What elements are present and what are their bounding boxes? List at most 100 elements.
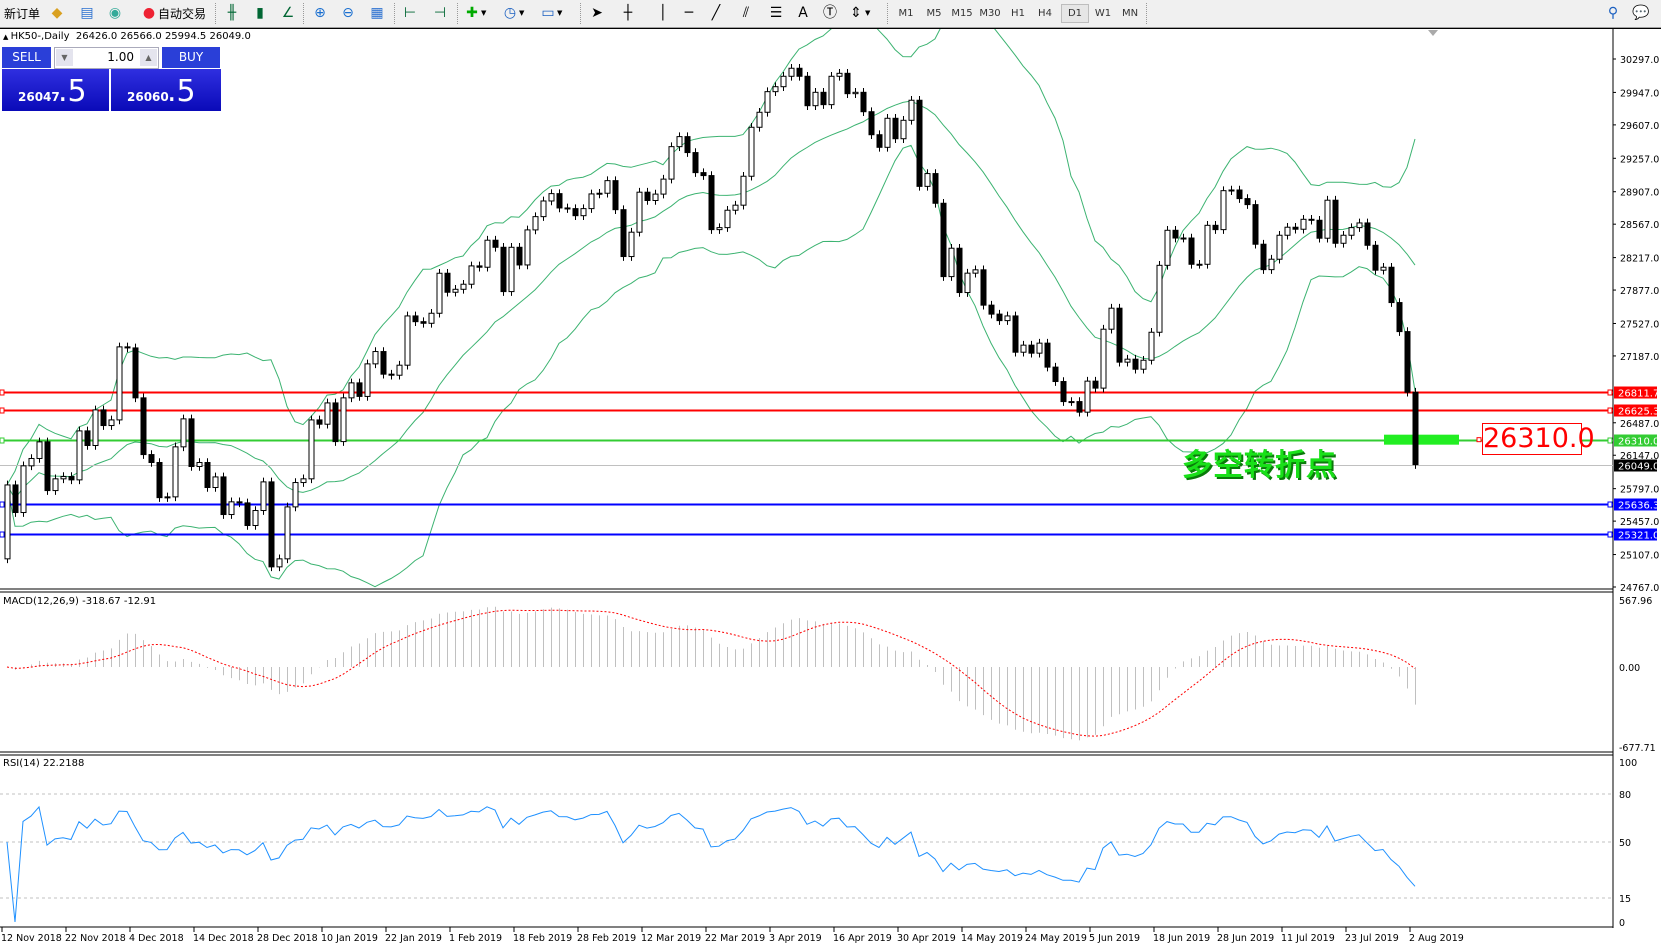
bullish-candle (284, 506, 291, 560)
bullish-candle (1180, 237, 1187, 240)
bullish-candle (604, 180, 611, 194)
crosshair-icon[interactable]: ┼ (623, 5, 633, 21)
bullish-candle (964, 272, 971, 294)
price-label-box (1614, 528, 1657, 541)
text-icon[interactable]: A (798, 5, 808, 21)
bearish-candle (932, 173, 939, 204)
lot-increase-icon[interactable]: ▲ (140, 49, 157, 66)
date-axis-label: 14 May 2019 (961, 933, 1023, 944)
new-order-button[interactable]: 新订单 (2, 3, 42, 23)
bollinger-lower-band (6, 144, 1416, 588)
bullish-candle (1196, 263, 1203, 266)
timeframe-d1[interactable]: D1 (1061, 4, 1089, 23)
bullish-candle (276, 558, 283, 568)
bearish-candle (204, 461, 211, 489)
market-watch-icon[interactable]: ▤ (80, 5, 94, 21)
bullish-candle (428, 312, 435, 324)
bullish-candle (28, 457, 35, 467)
bearish-candle (796, 67, 803, 77)
bearish-candle (1292, 226, 1299, 230)
bearish-candle (556, 193, 563, 209)
text-label-icon[interactable]: Ⓣ (823, 5, 837, 21)
turning-point-annotation[interactable]: 多空转折点 (1182, 448, 1337, 483)
level-handle-right (1607, 437, 1613, 444)
toolbar: 新订单 ◆ ▤ ◉ ● 自动交易 ╫ ▮ ∠ ⊕ ⊖ ▦ ⊢ ⊣ ✚ ▼ ◷ ▼ ▭ ▼… (0, 0, 1661, 28)
channel-icon[interactable]: ⫽ (742, 5, 750, 21)
price-axis-label: 25797.0 (1620, 485, 1659, 496)
date-axis-label: 18 Jun 2019 (1153, 933, 1210, 944)
cursor-icon[interactable]: ➤ (591, 5, 603, 21)
buy-button[interactable]: BUY (162, 47, 220, 68)
bearish-candle (1060, 381, 1067, 403)
timeframe-m5[interactable]: M5 (926, 8, 942, 19)
expert-icon[interactable]: ◆ (51, 5, 63, 21)
bullish-candle (668, 146, 675, 180)
bullish-candle (212, 476, 219, 489)
bullish-candle (452, 288, 459, 293)
vertical-line-icon[interactable]: │ (658, 5, 668, 21)
bullish-candle (1268, 258, 1275, 271)
bullish-candle (724, 209, 731, 229)
search-icon[interactable]: ⚲ (1607, 5, 1619, 21)
timeframe-h4[interactable]: H4 (1038, 8, 1052, 19)
chart-shift-marker-icon (1428, 30, 1438, 36)
auto-scroll-icon[interactable]: ⊣ (433, 5, 447, 21)
timeframe-w1[interactable]: W1 (1094, 8, 1112, 19)
chat-icon[interactable]: 💬 (1632, 5, 1650, 21)
timeframe-m15[interactable]: M15 (951, 8, 973, 19)
arrows-icon[interactable]: ⇕ ▼ (850, 5, 871, 21)
bullish-candle (396, 364, 403, 376)
bullish-candle (756, 111, 763, 128)
timeframe-h1[interactable]: H1 (1011, 8, 1025, 19)
zoom-in-icon[interactable]: ⊕ (314, 5, 326, 21)
bullish-candle (1068, 401, 1075, 404)
timeframe-m30[interactable]: M30 (979, 8, 1001, 19)
level-handle-right (1607, 389, 1613, 396)
zoom-out-icon[interactable]: ⊖ (342, 5, 354, 21)
horizontal-line-icon[interactable]: ─ (684, 5, 694, 21)
periods-icon[interactable]: ◷ ▼ (503, 5, 525, 21)
templates-icon[interactable]: ▭ ▼ (541, 5, 563, 21)
bullish-candle (172, 446, 179, 498)
date-axis-label: 3 Apr 2019 (769, 933, 822, 944)
fibonacci-icon[interactable]: ☰ (769, 5, 783, 21)
tile-windows-icon[interactable]: ▦ (370, 5, 384, 21)
rsi-axis-label: 50 (1619, 838, 1631, 849)
bullish-candle (588, 193, 595, 210)
bearish-candle (1052, 366, 1059, 383)
bullish-candle (1228, 189, 1235, 192)
bullish-candle (1124, 358, 1131, 363)
sell-button[interactable]: SELL (2, 47, 51, 68)
lot-decrease-icon[interactable]: ▼ (56, 49, 73, 66)
chart-shift-icon[interactable]: ⊢ (403, 5, 417, 21)
bearish-candle (516, 246, 523, 266)
price-axis-label: 28567.0 (1620, 220, 1659, 231)
bullish-candle (20, 465, 27, 514)
bullish-candle (260, 481, 267, 512)
bearish-candle (1388, 266, 1395, 304)
signals-icon[interactable]: ◉ (108, 5, 122, 21)
indicators-icon[interactable]: ✚ ▼ (466, 5, 487, 21)
pivot-level-label[interactable]: 26310.0 (1482, 423, 1595, 455)
bullish-candle (884, 117, 891, 148)
bearish-candle (476, 265, 483, 268)
bearish-candle (1012, 315, 1019, 353)
line-chart-icon[interactable]: ∠ (281, 5, 295, 21)
rsi-line (6, 805, 1416, 923)
bullish-candle (1340, 234, 1347, 244)
trendline-icon[interactable]: ╱ (711, 5, 721, 21)
timeframe-mn[interactable]: MN (1121, 8, 1139, 19)
bullish-candle (748, 126, 755, 177)
lot-size-input[interactable]: ▼ 1.00 ▲ (54, 47, 159, 69)
sell-price-button[interactable]: 26047 .5 (2, 69, 109, 111)
bar-chart-icon[interactable]: ╫ (227, 5, 237, 21)
timeframe-m1[interactable]: M1 (898, 8, 914, 19)
auto-trading-button[interactable]: ● 自动交易 (133, 3, 213, 23)
bullish-candle (548, 193, 555, 202)
pivot-zone-rectangle (1384, 434, 1459, 445)
buy-price-button[interactable]: 26060 .5 (111, 69, 221, 111)
bearish-candle (1308, 218, 1315, 221)
collapse-triangle-icon[interactable]: ▲ (3, 33, 11, 41)
candlestick-icon[interactable]: ▮ (256, 5, 264, 21)
